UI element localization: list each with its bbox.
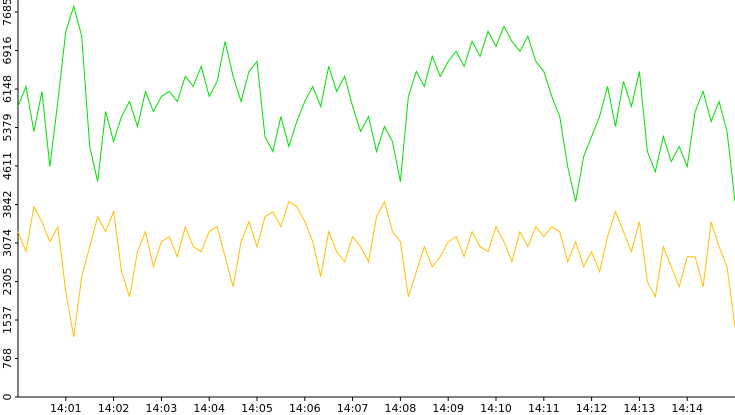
x-tick-label: 14:03 — [146, 402, 178, 415]
x-tick-label: 14:09 — [432, 402, 464, 415]
x-tick-label: 14:04 — [193, 402, 225, 415]
x-tick-label: 14:14 — [671, 402, 703, 415]
y-tick-label: 768 — [1, 348, 14, 369]
y-tick-label: 5379 — [1, 114, 14, 142]
x-tick-label: 14:01 — [50, 402, 82, 415]
y-tick-label: 2305 — [1, 268, 14, 296]
y-tick-label: 4611 — [1, 152, 14, 180]
x-tick-label: 14:12 — [576, 402, 608, 415]
x-tick-label: 14:06 — [289, 402, 321, 415]
y-tick-label: 3842 — [1, 191, 14, 219]
y-tick-label: 0 — [1, 394, 14, 401]
y-tick-label: 6916 — [1, 37, 14, 65]
x-tick-label: 14:10 — [480, 402, 512, 415]
y-tick-label: 6148 — [1, 75, 14, 103]
x-tick-label: 14:05 — [241, 402, 273, 415]
x-tick-label: 14:11 — [528, 402, 560, 415]
series-line — [17, 200, 735, 337]
x-tick-label: 14:13 — [624, 402, 656, 415]
y-tick-label: 7685 — [1, 0, 14, 26]
x-tick-label: 14:08 — [385, 402, 417, 415]
y-tick-label: 1537 — [1, 306, 14, 334]
series-line — [17, 4, 735, 202]
y-tick-label: 3074 — [1, 229, 14, 257]
x-tick-label: 14:07 — [337, 402, 369, 415]
x-tick-label: 14:02 — [98, 402, 130, 415]
